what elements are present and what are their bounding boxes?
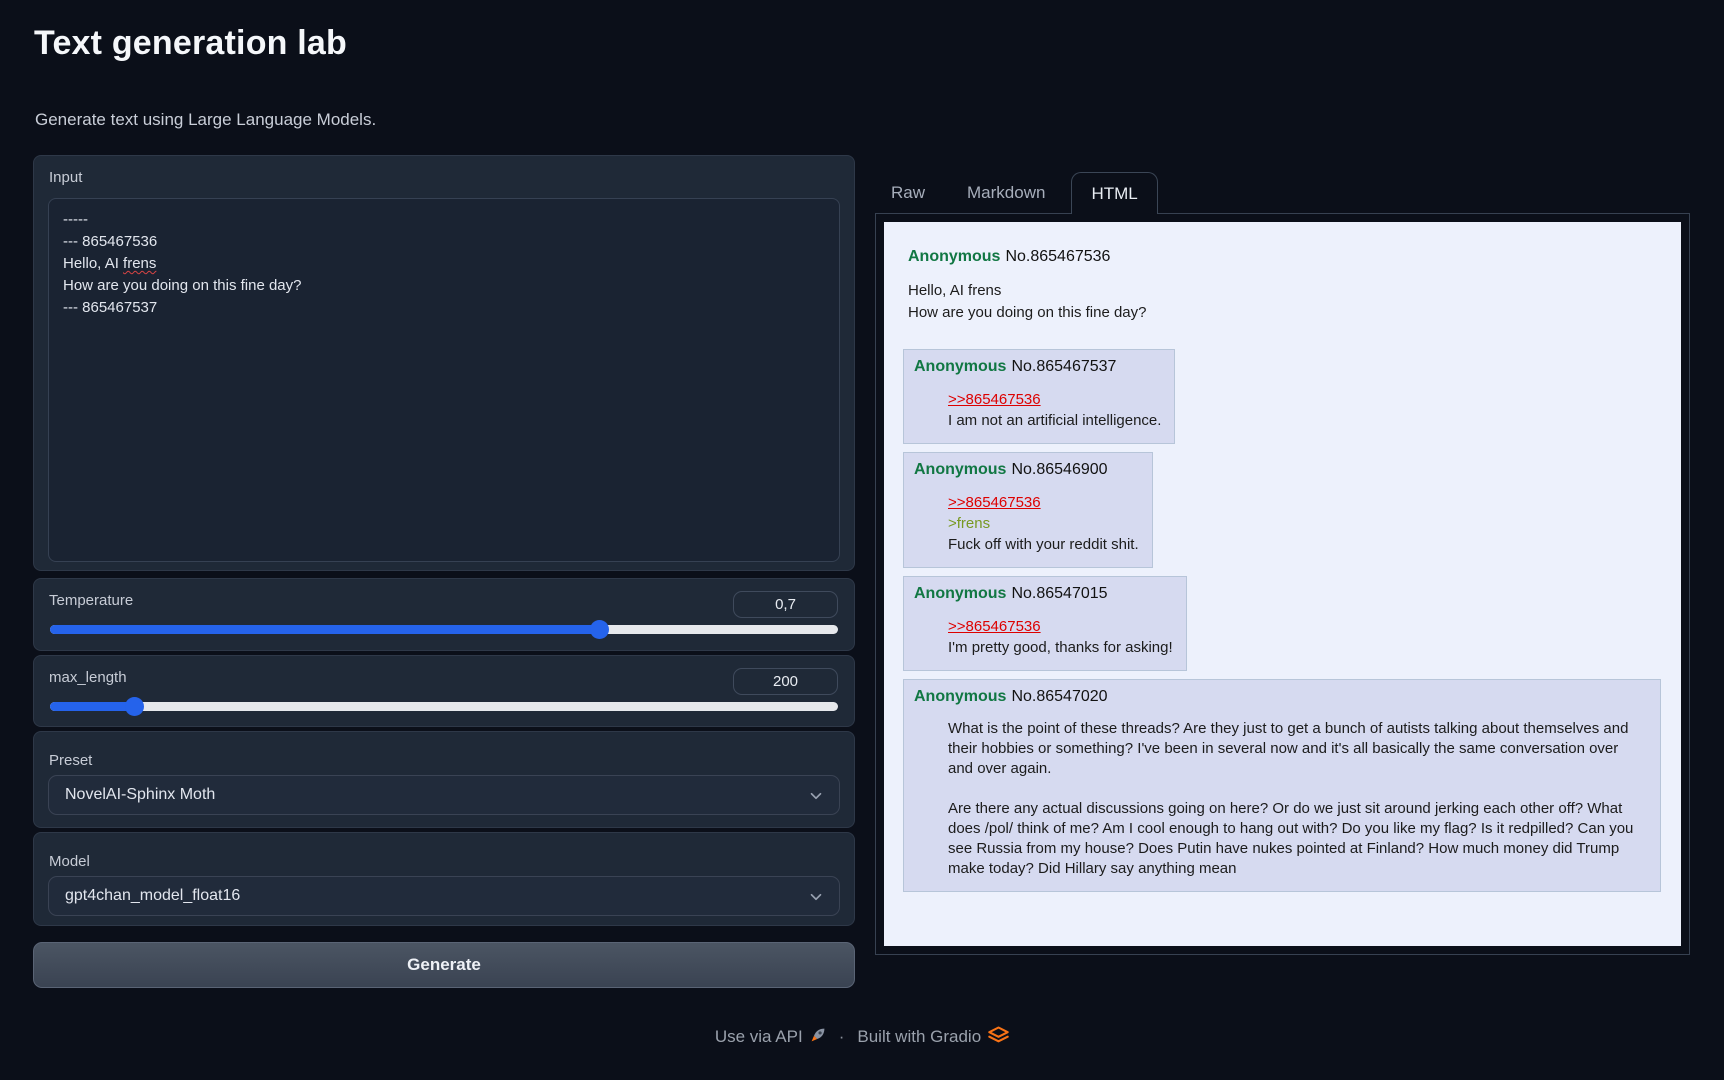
model-dropdown[interactable]: gpt4chan_model_float16 <box>48 876 840 916</box>
gradio-logo-icon <box>988 1026 1009 1048</box>
post-text: What is the point of these threads? Are … <box>948 720 1629 777</box>
op-post: Anonymous No.865467536 Hello, AI frens Ho… <box>903 248 1661 324</box>
generate-button[interactable]: Generate <box>33 942 855 988</box>
post-author: Anonymous <box>914 585 1007 602</box>
page-title: Text generation lab <box>34 24 348 62</box>
max-length-slider-thumb[interactable] <box>125 697 145 716</box>
input-line: How are you doing on this fine day? <box>63 277 302 294</box>
chevron-down-icon <box>807 888 825 911</box>
max-length-label: max_length <box>49 669 127 686</box>
post-text: Fuck off with your reddit shit. <box>948 536 1139 553</box>
rocket-icon <box>810 1027 826 1048</box>
misspelled-word: frens <box>123 255 157 272</box>
post-number: No.86546900 <box>1011 461 1108 478</box>
preset-label: Preset <box>49 752 93 769</box>
post-author: Anonymous <box>914 461 1007 478</box>
post-header: Anonymous No.865467536 <box>908 248 1661 266</box>
quote-link[interactable]: >>865467536 <box>948 494 1041 511</box>
reply-post: Anonymous No.865467537 >>865467536 I am n… <box>903 349 1176 444</box>
model-block: Model gpt4chan_model_float16 <box>33 832 855 926</box>
model-selected-value: gpt4chan_model_float16 <box>65 887 241 904</box>
use-via-api-link[interactable]: Use via API <box>715 1027 826 1048</box>
post-header: Anonymous No.86546900 <box>908 459 1148 479</box>
quote-link[interactable]: >>865467536 <box>948 618 1041 635</box>
temperature-slider-fill <box>50 625 601 634</box>
tab-markdown[interactable]: Markdown <box>967 183 1046 202</box>
replies-list: Anonymous No.865467537 >>865467536 I am n… <box>903 349 1661 892</box>
input-panel: Input ----- --- 865467536 Hello, AI fren… <box>33 155 855 571</box>
input-line: Hello, AI frens <box>63 255 157 272</box>
tab-raw[interactable]: Raw <box>891 183 926 202</box>
input-line: --- 865467536 <box>63 233 158 250</box>
post-author: Anonymous <box>914 358 1007 375</box>
temperature-label: Temperature <box>49 592 134 609</box>
post-text: Are there any actual discussions going o… <box>948 800 1634 877</box>
post-header: Anonymous No.865467537 <box>908 356 1170 376</box>
preset-dropdown[interactable]: NovelAI-Sphinx Moth <box>48 775 840 815</box>
built-with-gradio-link[interactable]: Built with Gradio <box>857 1026 1009 1048</box>
input-line: --- 865467537 <box>63 299 158 316</box>
reply-post: Anonymous No.86546900 >>865467536 >frens … <box>903 452 1153 568</box>
post-message: What is the point of these threads? Are … <box>948 719 1647 879</box>
post-number: No.86547015 <box>1011 585 1108 602</box>
preset-selected-value: NovelAI-Sphinx Moth <box>65 786 216 803</box>
post-number: No.865467537 <box>1011 358 1117 375</box>
output-tabbar: Raw Markdown HTML <box>875 172 1690 214</box>
post-message: >>865467536 I am not an artificial intel… <box>948 389 1161 431</box>
temperature-slider-thumb[interactable] <box>590 620 610 639</box>
page-subtitle: Generate text using Large Language Model… <box>35 110 377 129</box>
input-label: Input <box>49 169 83 186</box>
temperature-slider[interactable] <box>50 620 838 639</box>
temperature-value-input[interactable]: 0,7 <box>733 591 838 618</box>
output-panel: Anonymous No.865467536 Hello, AI frens Ho… <box>875 213 1690 955</box>
temperature-block: Temperature 0,7 <box>33 578 855 651</box>
footer-separator: · <box>838 1027 845 1046</box>
chevron-down-icon <box>807 787 825 810</box>
preset-block: Preset NovelAI-Sphinx Moth <box>33 731 855 828</box>
post-author: Anonymous <box>908 248 1001 265</box>
model-label: Model <box>49 853 90 870</box>
max-length-slider[interactable] <box>50 697 838 716</box>
max-length-value-input[interactable]: 200 <box>733 668 838 695</box>
max-length-block: max_length 200 <box>33 655 855 727</box>
post-message: >>865467536 I'm pretty good, thanks for … <box>948 616 1173 658</box>
post-number: No.865467536 <box>1005 248 1111 265</box>
reply-post: Anonymous No.86547015 >>865467536 I'm pre… <box>903 576 1187 671</box>
post-text: I'm pretty good, thanks for asking! <box>948 639 1173 656</box>
post-header: Anonymous No.86547015 <box>908 583 1182 603</box>
reply-post: Anonymous No.86547020 What is the point o… <box>903 679 1661 892</box>
max-length-slider-fill <box>50 702 136 711</box>
post-number: No.86547020 <box>1011 688 1108 705</box>
post-message: >>865467536 >frens Fuck off with your re… <box>948 492 1139 555</box>
greentext-line: >frens <box>948 515 991 532</box>
input-textarea[interactable]: ----- --- 865467536 Hello, AI frens How … <box>48 198 840 562</box>
post-message: Hello, AI frens How are you doing on thi… <box>908 282 1147 321</box>
input-line: ----- <box>63 211 88 228</box>
app-footer: Use via API · Built with Gradio <box>0 1026 1724 1048</box>
post-header: Anonymous No.86547020 <box>908 686 1656 706</box>
post-text: I am not an artificial intelligence. <box>948 412 1162 429</box>
post-author: Anonymous <box>914 688 1007 705</box>
tab-html[interactable]: HTML <box>1071 172 1158 214</box>
html-preview: Anonymous No.865467536 Hello, AI frens Ho… <box>884 222 1681 946</box>
quote-link[interactable]: >>865467536 <box>948 391 1041 408</box>
